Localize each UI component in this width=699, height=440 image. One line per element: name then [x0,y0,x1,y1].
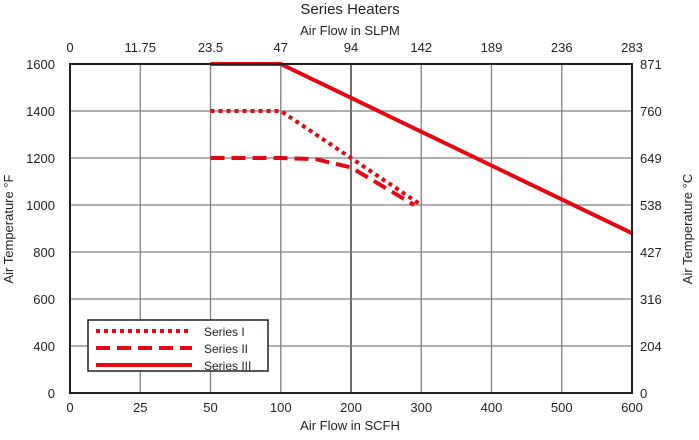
y2-tick-label: 427 [640,245,662,260]
x2-tick-label: 11.75 [124,40,156,55]
legend: Series I Series II Series III [87,319,269,373]
y-tick-label: 800 [33,245,55,260]
y-tick-label: 1000 [26,198,55,213]
y2-tick-label: 871 [640,57,662,72]
x2-tick-label: 23.5 [198,40,223,55]
y2-tick-label: 316 [640,292,662,307]
chart-title: Series Heaters [300,1,399,18]
x2-tick-label: 283 [621,40,643,55]
x-tick-label: 400 [481,400,503,415]
series-line-2 [210,156,416,207]
y2-axis-label: Air Temperature °C [680,174,695,284]
x-tick-label: 600 [621,400,643,415]
legend-label-3: Series III [204,359,251,373]
legend-box [87,319,269,372]
x-tick-label: 100 [270,400,292,415]
x2-tick-label: 236 [551,40,573,55]
x2-tick-label: 94 [344,40,358,55]
y2-tick-label: 649 [640,151,662,166]
x2-tick-label: 47 [274,40,288,55]
y-tick-label: 1200 [26,151,55,166]
x-tick-label: 300 [410,400,432,415]
plot-frame [69,63,633,394]
x2-tick-label: 142 [410,40,432,55]
x2-axis-label: Air Flow in SLPM [300,23,400,38]
y2-tick-label: 538 [640,198,662,213]
x-tick-label: 50 [203,400,217,415]
legend-label-1: Series I [204,325,245,339]
y-tick-label: 0 [48,386,55,401]
y2-tick-label: 204 [640,339,662,354]
y-axis-label: Air Temperature °F [1,174,16,283]
y2-tick-label: 0 [640,386,647,401]
legend-label-2: Series II [204,342,248,356]
y2-tick-label: 760 [640,104,662,119]
y-tick-label: 400 [33,339,55,354]
x-tick-label: 25 [133,400,147,415]
y-tick-label: 1600 [26,57,55,72]
y-tick-label: 1400 [26,104,55,119]
y-tick-label: 600 [33,292,55,307]
x-axis-label: Air Flow in SCFH [300,418,400,433]
x2-tick-label: 189 [481,40,503,55]
x2-tick-label: 0 [66,40,73,55]
x-tick-label: 500 [551,400,573,415]
x-tick-label: 200 [340,400,362,415]
x-tick-label: 0 [66,400,73,415]
